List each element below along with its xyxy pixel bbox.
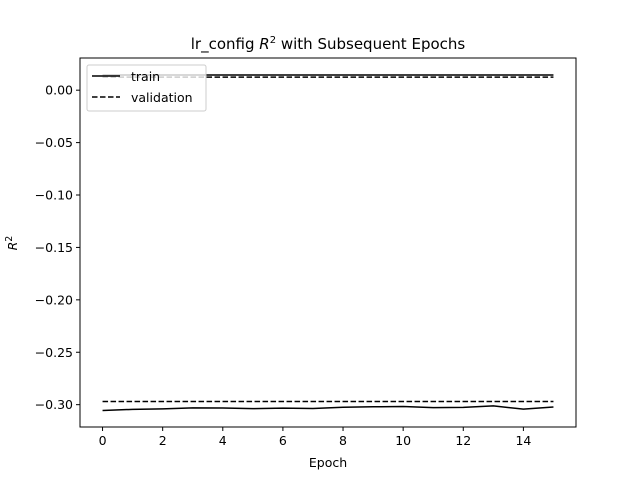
legend-validation-label: validation [131, 90, 193, 105]
y-tick-label: −0.05 [35, 135, 73, 150]
x-tick-label: 0 [99, 433, 107, 448]
series-line-train-2 [102, 405, 554, 412]
y-axis-ticks: 0.00 −0.05 −0.10 −0.15 −0.20 −0.25 −0.30 [35, 83, 80, 412]
plot-frame [79, 57, 577, 428]
legend-train-label: train [131, 69, 160, 84]
y-tick-label: −0.20 [35, 292, 73, 307]
y-tick-label: −0.15 [35, 240, 73, 255]
y-tick-label: −0.30 [35, 397, 73, 412]
x-tick-label: 12 [455, 433, 471, 448]
legend: train validation [86, 64, 207, 112]
x-axis-label: Epoch [309, 455, 347, 470]
x-axis-ticks: 0 2 4 6 8 10 12 14 [99, 427, 531, 448]
x-tick-label: 8 [339, 433, 347, 448]
y-tick-label: 0.00 [45, 83, 73, 98]
y-tick-label: −0.25 [35, 345, 73, 360]
x-tick-label: 2 [159, 433, 167, 448]
x-tick-label: 10 [395, 433, 411, 448]
x-tick-label: 14 [515, 433, 531, 448]
chart-title: lr_config R2 with Subsequent Epochs [191, 35, 466, 54]
y-tick-label: −0.10 [35, 188, 73, 203]
x-tick-label: 6 [279, 433, 287, 448]
x-tick-label: 4 [219, 433, 227, 448]
y-axis-label: R2 [4, 236, 20, 251]
